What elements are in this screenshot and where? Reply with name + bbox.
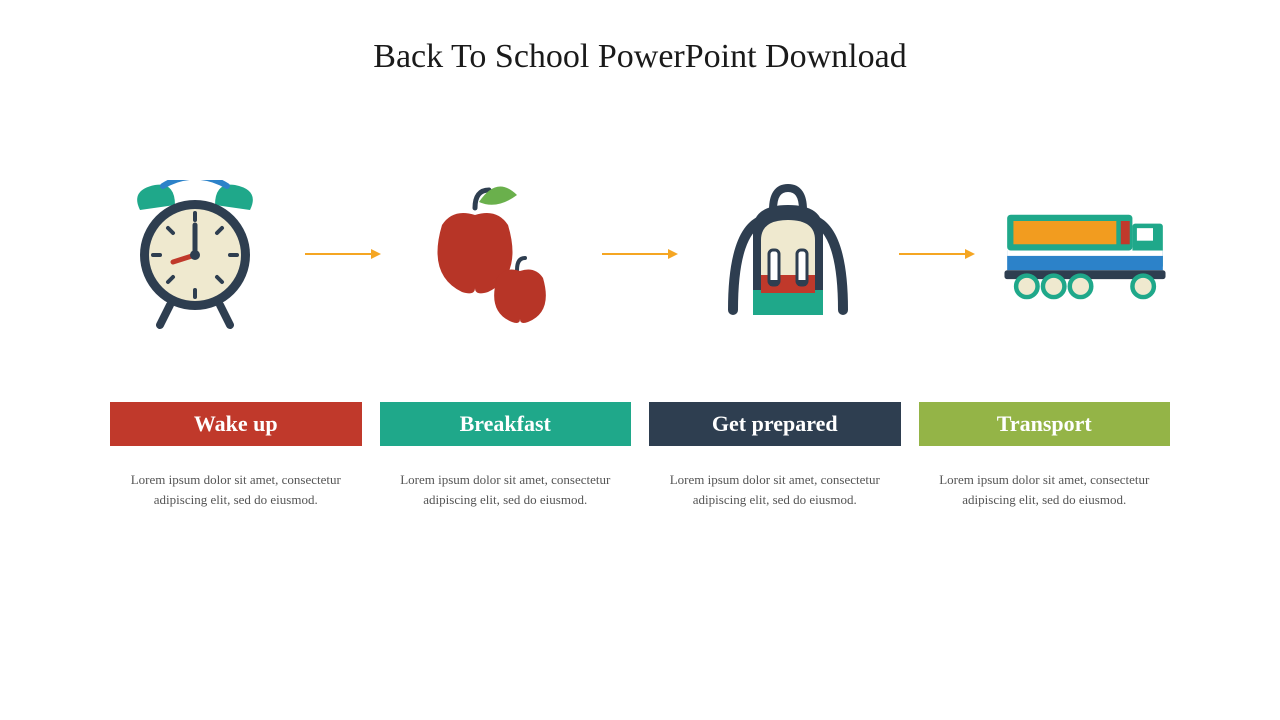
alarm-clock-icon — [110, 170, 280, 340]
label-transport: Transport — [919, 402, 1171, 446]
desc-transport: Lorem ipsum dolor sit amet, consectetur … — [919, 470, 1171, 510]
arrow-1 — [303, 254, 383, 256]
arrow-3 — [897, 254, 977, 256]
descriptions-row: Lorem ipsum dolor sit amet, consectetur … — [110, 470, 1170, 510]
bus-icon — [1000, 170, 1170, 340]
labels-row: Wake up Breakfast Get prepared Transport — [110, 402, 1170, 446]
backpack-icon — [703, 170, 873, 340]
desc-breakfast: Lorem ipsum dolor sit amet, consectetur … — [380, 470, 632, 510]
label-wake-up: Wake up — [110, 402, 362, 446]
arrow-2 — [600, 254, 680, 256]
icons-row — [110, 170, 1170, 340]
page-title: Back To School PowerPoint Download — [0, 38, 1280, 76]
apples-icon — [407, 170, 577, 340]
label-get-prepared: Get prepared — [649, 402, 901, 446]
desc-wake-up: Lorem ipsum dolor sit amet, consectetur … — [110, 470, 362, 510]
desc-get-prepared: Lorem ipsum dolor sit amet, consectetur … — [649, 470, 901, 510]
label-breakfast: Breakfast — [380, 402, 632, 446]
